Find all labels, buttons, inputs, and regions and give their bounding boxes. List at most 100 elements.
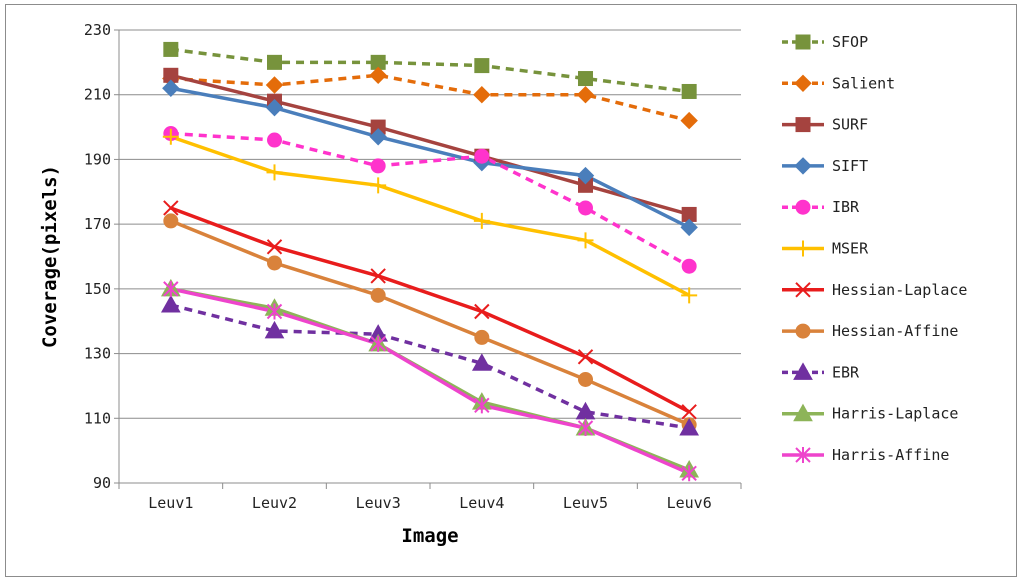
legend-label: SFOP <box>832 33 868 51</box>
data-point-salient <box>576 86 595 104</box>
axes <box>114 29 742 489</box>
data-point-salient <box>369 66 387 85</box>
series-lines <box>170 47 691 475</box>
data-point-hessian-laplace <box>474 303 490 320</box>
legend-marker <box>795 282 811 298</box>
data-point-sift <box>680 218 698 237</box>
data-point-hessian-laplace <box>266 239 283 255</box>
data-point-ibr <box>681 258 697 274</box>
data-point-sift <box>369 128 387 146</box>
data-point-salient <box>680 111 698 130</box>
legend-marker <box>793 362 813 380</box>
series-line-sift <box>170 86 690 229</box>
x-tick-label: Leuv3 <box>356 494 401 512</box>
legend-label: Harris-Affine <box>832 446 949 464</box>
legend-marker <box>795 447 811 463</box>
legend-marker <box>794 157 812 175</box>
legend-item-salient: Salient <box>782 74 895 92</box>
data-point-mser <box>370 177 387 194</box>
data-point-harris-affine <box>266 303 283 320</box>
legend-item-ebr: EBR <box>782 362 860 381</box>
data-point-harris-affine <box>163 280 179 297</box>
data-point-harris-affine <box>474 397 490 414</box>
data-point-ebr <box>471 353 492 371</box>
x-tick-label: Leuv1 <box>148 494 193 512</box>
y-tick-label: 150 <box>84 280 111 298</box>
data-point-hessian-affine <box>474 329 490 345</box>
data-point-ibr <box>474 148 490 164</box>
legend-item-hessian-laplace: Hessian-Laplace <box>782 281 967 299</box>
data-point-mser <box>577 232 594 249</box>
series-line-sfop <box>170 47 690 94</box>
y-tick-label: 90 <box>93 474 111 492</box>
data-point-harris-affine <box>577 419 594 436</box>
legend-label: Hessian-Affine <box>832 322 958 340</box>
data-point-mser <box>473 212 490 229</box>
legend-label: Harris-Laplace <box>832 405 958 423</box>
data-point-mser <box>681 287 698 304</box>
legend-marker <box>795 117 811 133</box>
x-tick-label: Leuv4 <box>459 494 504 512</box>
legend-marker <box>795 34 811 50</box>
y-tick-label: 210 <box>84 86 111 104</box>
series-line-hessian-laplace <box>170 206 690 414</box>
series-line-mser <box>170 135 690 297</box>
legend-item-harris-affine: Harris-Affine <box>782 446 949 464</box>
legend-label: SURF <box>832 116 868 134</box>
data-point-salient <box>473 86 491 104</box>
data-point-harris-affine <box>370 335 386 352</box>
series-line-ebr <box>170 303 690 430</box>
legend-item-ibr: IBR <box>782 198 860 216</box>
legend-item-sift: SIFT <box>782 157 868 175</box>
series-line-hessian-affine <box>170 219 690 427</box>
data-point-ibr <box>578 200 593 216</box>
x-tick-label: Leuv6 <box>667 494 712 512</box>
data-point-sfop <box>681 83 697 99</box>
y-axis-title: Coverage(pixels) <box>39 165 61 348</box>
data-point-sfop <box>163 41 179 57</box>
data-point-hessian-laplace <box>681 404 697 420</box>
x-tick-labels: Leuv1 Leuv2 Leuv3 Leuv4 Leuv5 Leuv6 <box>148 494 711 512</box>
y-tick-label: 190 <box>84 150 111 168</box>
x-tick-label: Leuv5 <box>563 494 608 512</box>
series-line-surf <box>170 73 690 217</box>
data-point-sift <box>265 98 284 117</box>
y-tick-label: 230 <box>84 21 111 39</box>
data-point-ebr <box>160 295 181 313</box>
x-tick-label: Leuv2 <box>252 494 297 512</box>
legend-marker <box>795 240 811 257</box>
data-point-sift <box>576 166 595 185</box>
y-tick-label: 170 <box>84 215 111 233</box>
series-line-harris-affine <box>170 287 690 475</box>
data-point-ibr <box>267 132 282 148</box>
chart-frame: 90 110 130 150 170 190 210 230 Leuv1 Leuv2 Leuv3 L… <box>5 4 1017 577</box>
data-point-mser <box>162 128 179 145</box>
legend-label: SIFT <box>832 157 868 175</box>
legend-item-mser: MSER <box>782 240 869 258</box>
legend-marker <box>795 323 811 339</box>
y-tick-label: 110 <box>84 409 111 427</box>
data-point-harris-affine <box>681 465 697 482</box>
series-markers <box>160 41 700 482</box>
data-point-sfop <box>474 58 490 74</box>
legend-item-hessian-affine: Hessian-Affine <box>782 322 958 340</box>
legend-label: EBR <box>832 363 860 381</box>
legend-item-surf: SURF <box>782 116 868 134</box>
legend-item-harris-laplace: Harris-Laplace <box>782 403 958 423</box>
data-point-hessian-laplace <box>370 268 386 284</box>
data-point-hessian-affine <box>267 255 282 271</box>
legend: SFOP Salient SURF SIFT IBR MSER Hessian-Laplac… <box>782 33 967 464</box>
data-point-ebr <box>264 320 285 339</box>
data-point-hessian-laplace <box>163 200 179 216</box>
data-point-ebr <box>575 401 596 420</box>
data-point-hessian-affine <box>370 287 386 303</box>
series-line-ibr <box>170 131 691 268</box>
legend-item-sfop: SFOP <box>782 33 868 51</box>
data-point-sfop <box>578 71 593 87</box>
data-point-hessian-laplace <box>577 349 594 365</box>
data-point-salient <box>265 76 284 94</box>
x-axis-title: Image <box>401 525 458 547</box>
data-point-ebr <box>679 417 700 436</box>
series-line-salient <box>170 73 690 123</box>
